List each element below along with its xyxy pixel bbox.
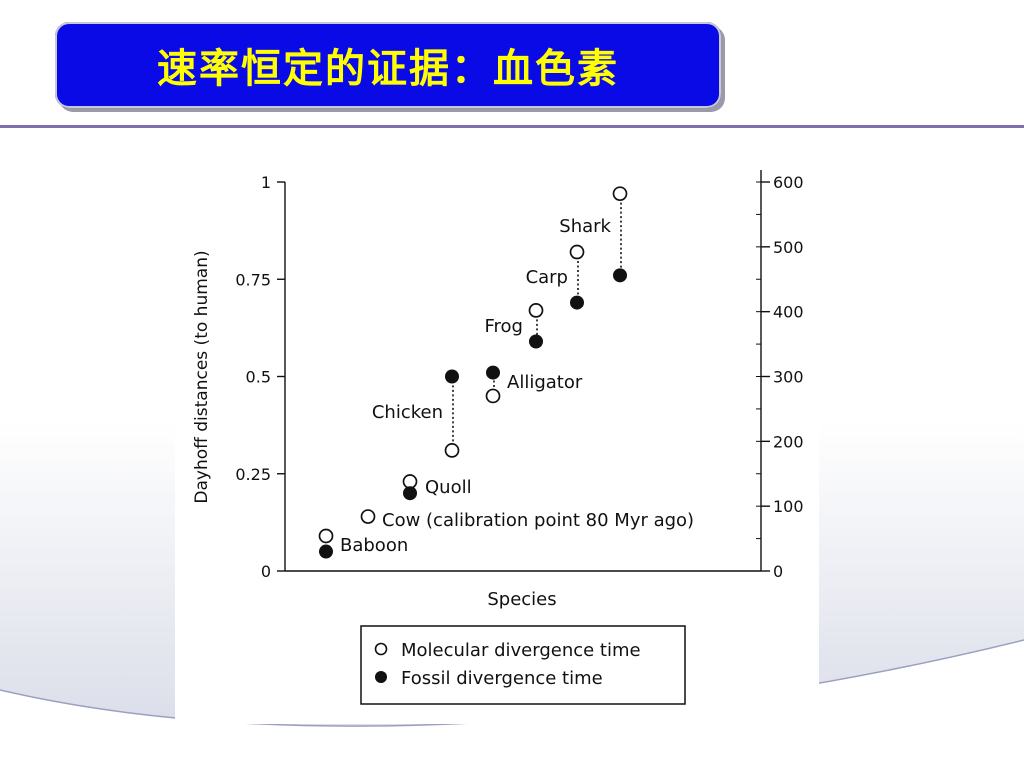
fossil-point-7 xyxy=(613,268,627,283)
molecular-point-5 xyxy=(528,303,544,318)
category-label-7: Shark xyxy=(559,216,611,237)
fossil-point-4 xyxy=(486,365,500,380)
legend-molecular-label: Molecular divergence time xyxy=(401,640,641,661)
fossil-point-6 xyxy=(570,295,584,310)
title-banner: 速率恒定的证据：血色素 xyxy=(55,22,721,108)
y2-tick-label: 200 xyxy=(773,432,804,451)
y-tick-label: 0 xyxy=(261,562,271,581)
category-label-3: Chicken xyxy=(372,402,443,423)
molecular-point-4 xyxy=(485,388,501,404)
fossil-point-2 xyxy=(403,486,417,501)
molecular-point-3 xyxy=(444,443,460,458)
legend-molecular-marker xyxy=(374,642,388,656)
title-divider xyxy=(0,125,1024,128)
chart-labels: Baboon Cow (calibration point 80 Myr ago)… xyxy=(340,216,694,556)
fossil-point-3 xyxy=(445,369,459,384)
y-tick-label: 0.25 xyxy=(235,465,271,484)
molecular-point-2 xyxy=(402,474,418,489)
chart-marks xyxy=(318,186,628,559)
molecular-point-6 xyxy=(569,244,585,260)
y2-tick-label: 400 xyxy=(773,303,804,322)
fossil-point-0 xyxy=(319,544,333,559)
category-label-0: Baboon xyxy=(340,535,408,556)
y2-tick-label: 500 xyxy=(773,238,804,257)
legend-fossil-marker xyxy=(375,671,387,683)
y2-tick-label: 100 xyxy=(773,497,804,516)
fossil-point-5 xyxy=(529,334,543,349)
legend-fossil-label: Fossil divergence time xyxy=(401,668,603,689)
y-tick-label: 0.75 xyxy=(235,270,271,289)
slide-title: 速率恒定的证据：血色素 xyxy=(157,46,619,92)
y2-tick-label: 300 xyxy=(773,368,804,387)
category-label-1: Cow (calibration point 80 Myr ago) xyxy=(382,510,694,531)
molecular-point-1 xyxy=(360,509,376,524)
category-label-2: Quoll xyxy=(425,477,472,498)
y-tick-label: 1 xyxy=(261,173,271,192)
y2-tick-label: 0 xyxy=(773,562,783,581)
category-label-5: Frog xyxy=(485,316,524,337)
category-label-6: Carp xyxy=(526,267,568,288)
y2-tick-label: 600 xyxy=(773,173,804,192)
dayhoff-chart: 0 0.25 0.5 0.75 1 0 100 200 300 400 500 600 Baboon C… xyxy=(192,170,804,705)
chart-axes: 0 0.25 0.5 0.75 1 0 100 200 300 400 500 600 xyxy=(235,170,804,581)
x-axis-label: Species xyxy=(487,589,556,610)
molecular-point-0 xyxy=(318,528,334,544)
category-label-4: Alligator xyxy=(507,372,583,393)
molecular-point-7 xyxy=(612,186,628,202)
legend-box xyxy=(360,625,686,705)
y-tick-label: 0.5 xyxy=(246,368,271,387)
legend: Molecular divergence time Fossil diverge… xyxy=(360,625,686,705)
y-axis-label: Dayhoff distances (to human) xyxy=(192,250,212,503)
